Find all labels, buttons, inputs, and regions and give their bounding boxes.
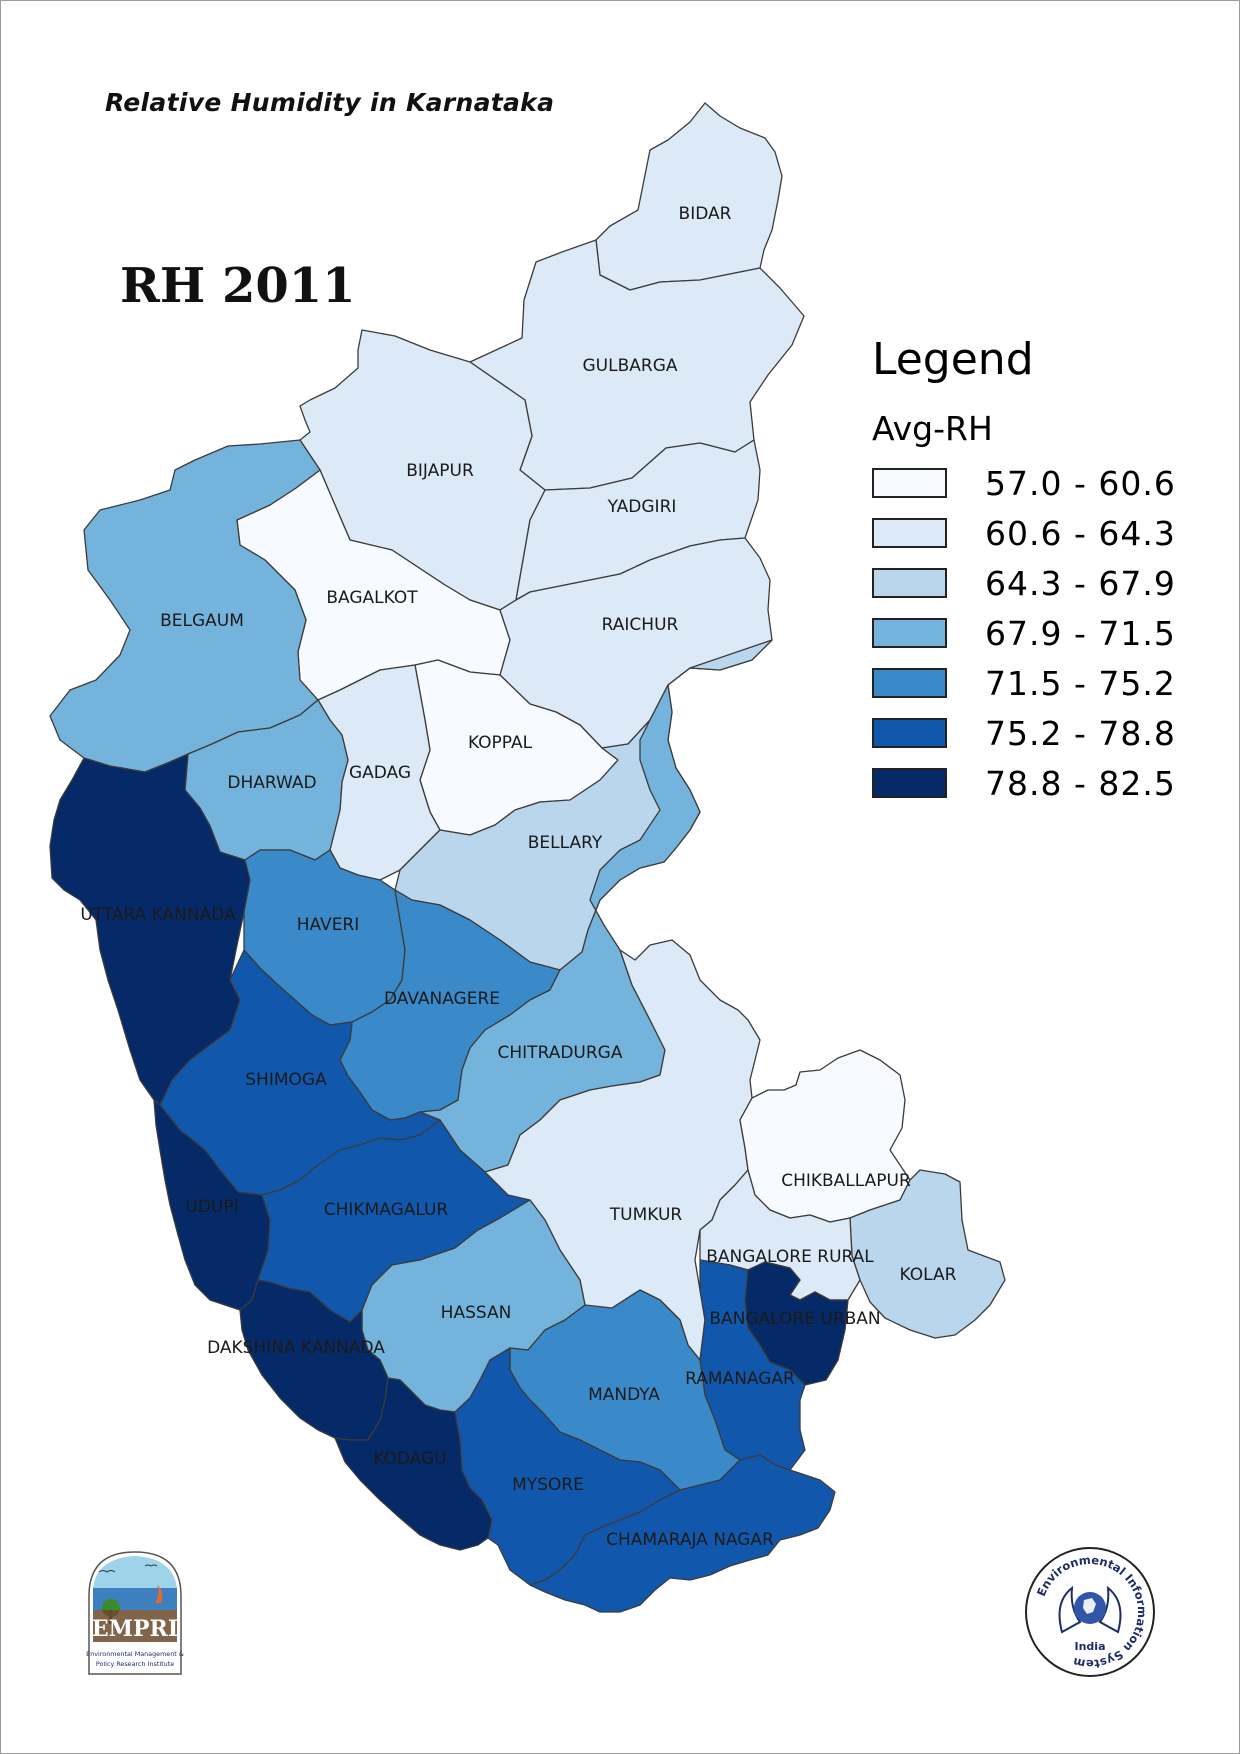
eis-country: India <box>1075 1640 1106 1653</box>
legend-item-4: 71.5 - 75.2 <box>872 658 1176 708</box>
district-bidar[interactable] <box>595 102 783 291</box>
district-label: DHARWAD <box>227 773 316 793</box>
district-label: BANGALORE RURAL <box>706 1247 874 1267</box>
year-label: RH 2011 <box>120 258 356 314</box>
district-kodagu[interactable] <box>334 1377 493 1551</box>
district-label: BELGAUM <box>160 611 244 631</box>
district-label: BAGALKOT <box>326 588 418 608</box>
legend-swatch <box>872 518 947 548</box>
legend-swatch <box>872 718 947 748</box>
legend-swatch <box>872 568 947 598</box>
legend-label: 64.3 - 67.9 <box>985 563 1176 603</box>
legend-item-6: 78.8 - 82.5 <box>872 758 1176 808</box>
district-label: GADAG <box>349 763 411 783</box>
district-label: BANGALORE URBAN <box>709 1309 880 1329</box>
district-label: CHITRADURGA <box>498 1043 623 1063</box>
district-label: CHIKMAGALUR <box>324 1200 449 1220</box>
legend-swatch <box>872 668 947 698</box>
legend-item-2: 64.3 - 67.9 <box>872 558 1176 608</box>
empri-caption-1: Environmental Management & <box>86 1650 184 1658</box>
district-label: HASSAN <box>441 1303 512 1323</box>
legend-title: Legend <box>872 334 1034 385</box>
district-label: BIJAPUR <box>406 461 474 481</box>
district-label: CHAMARAJA NAGAR <box>606 1530 774 1550</box>
district-label: SHIMOGA <box>245 1070 327 1090</box>
empri-logo: EMPRI Environmental Management & Policy … <box>86 1551 184 1675</box>
legend-label: 78.8 - 82.5 <box>985 763 1176 803</box>
district-label: RAICHUR <box>602 615 679 635</box>
district-label: DAVANAGERE <box>384 989 500 1009</box>
map-title: Relative Humidity in Karnataka <box>105 88 555 117</box>
legend-subtitle: Avg-RH <box>872 409 993 448</box>
district-label: UDUPI <box>185 1197 238 1217</box>
legend-label: 75.2 - 78.8 <box>985 713 1176 753</box>
district-chikballapur[interactable] <box>739 1049 911 1223</box>
district-label: TUMKUR <box>609 1205 683 1225</box>
district-label: YADGIRI <box>607 497 677 517</box>
legend-item-3: 67.9 - 71.5 <box>872 608 1176 658</box>
empri-caption-2: Policy Research Institute <box>96 1660 174 1668</box>
district-chitradurga[interactable] <box>419 684 701 1173</box>
eis-logo: Environmental Information System India <box>1025 1547 1155 1677</box>
district-chamaraja-nagar[interactable] <box>529 1454 836 1613</box>
district-label: DAKSHINA KANNADA <box>207 1338 385 1358</box>
legend-swatch <box>872 468 947 498</box>
legend: Legend Avg-RH 57.0 - 60.6 60.6 - 64.3 64… <box>872 334 1176 808</box>
legend-label: 60.6 - 64.3 <box>985 513 1176 553</box>
district-label: UTTARA KANNADA <box>80 905 236 925</box>
district-label: BELLARY <box>528 833 603 853</box>
district-label: BIDAR <box>679 204 732 224</box>
empri-text: EMPRI <box>92 1616 178 1642</box>
district-label: KOLAR <box>900 1265 957 1285</box>
legend-item-5: 75.2 - 78.8 <box>872 708 1176 758</box>
district-label: GULBARGA <box>583 356 678 376</box>
district-label: MANDYA <box>588 1385 660 1405</box>
legend-item-1: 60.6 - 64.3 <box>872 508 1176 558</box>
legend-item-0: 57.0 - 60.6 <box>872 458 1176 508</box>
district-label: RAMANAGAR <box>685 1369 795 1389</box>
district-label: KODAGU <box>373 1449 446 1469</box>
district-label: KOPPAL <box>468 733 533 753</box>
legend-swatch <box>872 768 947 798</box>
district-label: CHIKBALLAPUR <box>781 1171 911 1191</box>
legend-label: 67.9 - 71.5 <box>985 613 1176 653</box>
district-label: MYSORE <box>512 1475 584 1495</box>
legend-label: 71.5 - 75.2 <box>985 663 1176 703</box>
district-label: HAVERI <box>297 915 360 935</box>
district-belgaum[interactable] <box>49 439 321 773</box>
legend-swatch <box>872 618 947 648</box>
legend-label: 57.0 - 60.6 <box>985 463 1176 503</box>
